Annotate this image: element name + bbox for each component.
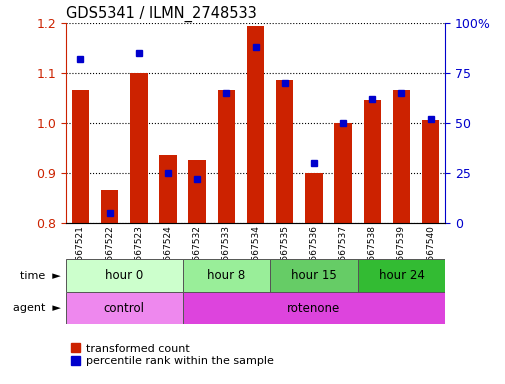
Bar	[72, 91, 89, 223]
Bar	[217, 91, 235, 223]
Text: hour 0: hour 0	[105, 269, 143, 282]
Bar	[66, 292, 182, 324]
Text: hour 15: hour 15	[290, 269, 336, 282]
Text: rotenone: rotenone	[287, 302, 340, 314]
Text: time  ►: time ►	[20, 270, 61, 281]
Bar	[182, 259, 270, 292]
Bar	[363, 101, 380, 223]
Text: agent  ►: agent ►	[13, 303, 61, 313]
Bar	[182, 292, 444, 324]
Bar	[305, 173, 322, 223]
Bar	[334, 123, 351, 223]
Bar	[100, 190, 118, 223]
Text: hour 8: hour 8	[207, 269, 245, 282]
Legend: transformed count, percentile rank within the sample: transformed count, percentile rank withi…	[71, 343, 273, 366]
Bar	[66, 259, 182, 292]
Bar	[159, 155, 176, 223]
Bar	[392, 91, 410, 223]
Text: GDS5341 / ILMN_2748533: GDS5341 / ILMN_2748533	[66, 5, 256, 22]
Bar	[421, 121, 438, 223]
Text: hour 24: hour 24	[378, 269, 424, 282]
Text: control: control	[104, 302, 144, 314]
Bar	[357, 259, 444, 292]
Bar	[130, 73, 147, 223]
Bar	[275, 81, 293, 223]
Bar	[188, 161, 206, 223]
Bar	[246, 25, 264, 223]
Bar	[270, 259, 357, 292]
